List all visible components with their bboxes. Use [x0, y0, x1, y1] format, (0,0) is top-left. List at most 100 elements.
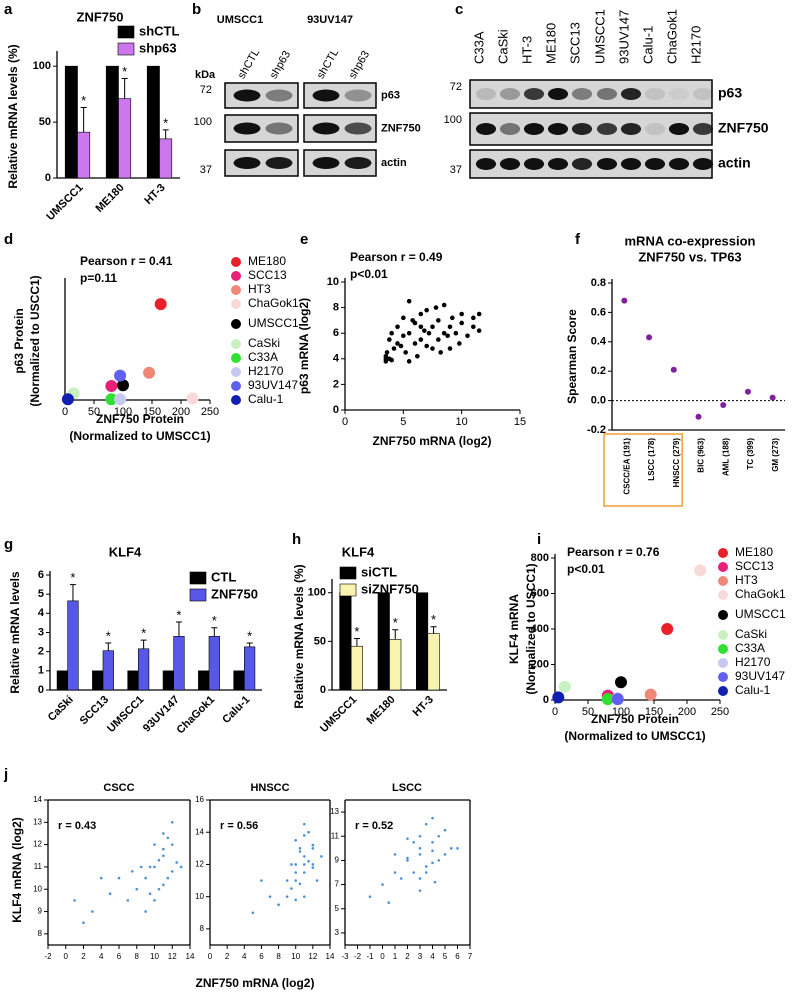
point: [436, 318, 441, 323]
legend-marker: [231, 285, 241, 295]
x-tick-label: 200: [172, 406, 190, 418]
annotation: Pearson r = 0.49: [350, 250, 443, 264]
legend-marker: [718, 576, 728, 586]
y-tick-label: 5: [38, 588, 44, 600]
legend-marker: [718, 562, 728, 572]
blot-band: [265, 122, 293, 135]
point: [154, 298, 167, 311]
lane-label: ME180: [543, 23, 558, 64]
point: [744, 388, 751, 395]
y-tick-label: 200: [531, 658, 549, 670]
point: [105, 393, 118, 406]
y-tick-label: 100: [308, 587, 326, 599]
y-tick-label: 8: [200, 924, 205, 933]
point: [646, 334, 653, 341]
lane-label: shCTL: [236, 47, 263, 81]
panel-letter: c: [455, 1, 463, 18]
point: [447, 346, 453, 351]
y-tick-label: 0: [320, 684, 326, 696]
legend-label: H2170: [248, 364, 284, 378]
point: [431, 849, 434, 853]
point: [311, 843, 315, 847]
point: [368, 895, 372, 898]
x-tick-label: 150: [143, 406, 161, 418]
protein-label: p63: [718, 85, 742, 101]
bar: [138, 648, 150, 691]
point: [315, 879, 319, 882]
x-tick-label: 250: [201, 406, 219, 418]
point: [285, 879, 289, 882]
x-tick-label: 3: [418, 952, 423, 961]
bar: [118, 98, 132, 179]
y-tick-label: 0: [333, 404, 339, 416]
x-tick-label: 4: [242, 952, 247, 961]
point: [294, 879, 298, 882]
point: [399, 877, 403, 880]
error-bar: [121, 77, 128, 99]
blot-band: [620, 158, 642, 170]
point: [418, 877, 422, 880]
point: [148, 892, 152, 895]
lane-label: 93UV147: [616, 10, 631, 64]
point: [166, 876, 170, 880]
point: [135, 887, 139, 891]
legend-label: HT3: [735, 573, 758, 587]
chart-title: CSCC: [103, 782, 134, 794]
x-tick-label: -2: [354, 952, 362, 961]
point: [302, 863, 306, 866]
unit-label: kDa: [195, 69, 216, 81]
point: [294, 863, 298, 866]
point: [302, 871, 306, 874]
blot-band: [596, 88, 618, 100]
point: [311, 866, 315, 869]
blot-band: [475, 88, 497, 100]
point: [615, 676, 627, 689]
bar: [173, 636, 185, 691]
blot-band: [475, 158, 497, 170]
blot-strip: [303, 82, 377, 109]
bar: [77, 131, 91, 179]
significance: *: [106, 628, 111, 643]
blot-band: [523, 158, 545, 170]
point: [661, 623, 674, 635]
point: [412, 871, 416, 874]
blot-band: [620, 123, 642, 135]
x-tick-label: -3: [341, 952, 349, 961]
bar: [198, 670, 210, 691]
bar: [102, 650, 114, 691]
group-label: UMSCC1: [217, 14, 263, 26]
legend-label: Calu-1: [735, 683, 771, 697]
significance: *: [393, 615, 398, 630]
legend-swatch: [117, 25, 135, 39]
y-tick-label: 8: [38, 929, 43, 938]
x-tick-label: CSCC/EA (191): [622, 438, 631, 495]
point: [401, 333, 406, 339]
y-tick-label: 12: [33, 840, 42, 849]
point: [162, 883, 165, 887]
blot-band: [344, 157, 372, 169]
point: [131, 870, 134, 873]
x-tick-label: HNSCC (279): [672, 438, 681, 488]
x-tick-label: 4: [430, 952, 435, 961]
panel-letter: a: [4, 1, 13, 18]
legend-marker: [231, 319, 241, 329]
point: [73, 899, 76, 902]
marker-label: 100: [194, 116, 212, 128]
point: [108, 892, 112, 895]
point: [384, 350, 390, 355]
chart-title: LSCC: [392, 782, 422, 794]
y-tick-label: 0.8: [591, 277, 606, 289]
significance: *: [141, 626, 146, 641]
point: [383, 356, 389, 362]
point: [395, 324, 400, 330]
point: [268, 895, 272, 898]
blot-band: [233, 122, 261, 135]
error-bar: [140, 639, 147, 649]
point: [431, 816, 434, 820]
point: [391, 346, 397, 351]
point: [418, 847, 422, 850]
x-tick-label: 7: [468, 952, 473, 961]
bar: [67, 600, 79, 691]
x-axis-label: ZNF750 Protein: [96, 412, 184, 426]
point: [437, 859, 441, 862]
